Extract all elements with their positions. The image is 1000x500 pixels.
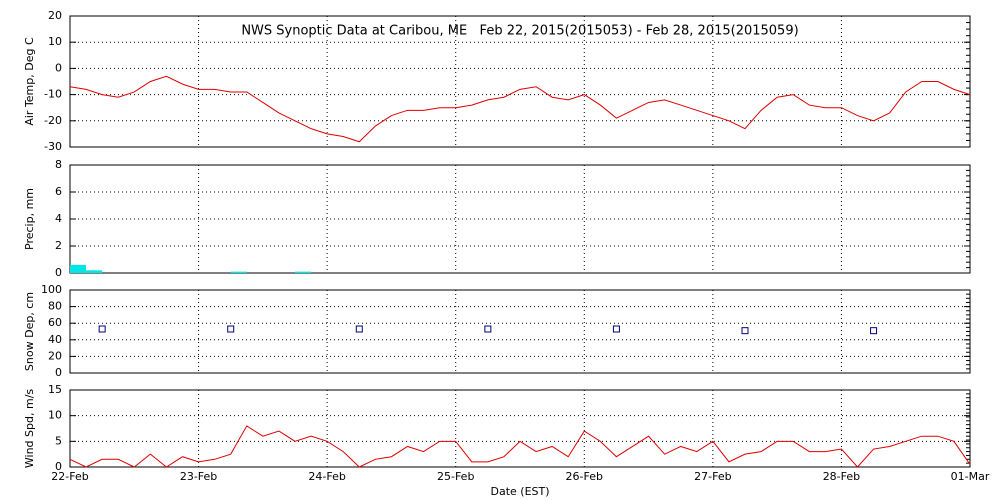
x-tick-label: 28-Feb (823, 470, 860, 483)
x-tick-label: 23-Feb (180, 470, 217, 483)
bar (230, 271, 247, 273)
point (355, 325, 363, 333)
y-tick-label: 4 (55, 212, 62, 225)
x-axis-label: Date (EST) (490, 485, 549, 498)
y-axis-label: Snow Dep, cm (23, 292, 36, 371)
x-tick-label: 26-Feb (566, 470, 603, 483)
plot-frame (69, 289, 971, 374)
plot-frame (69, 389, 971, 468)
y-tick-label: 40 (48, 333, 62, 346)
y-tick-label: 6 (55, 185, 62, 198)
y-tick-label: 10 (48, 409, 62, 422)
plot-frame (69, 15, 971, 148)
bar (86, 270, 103, 273)
y-tick-label: 0 (55, 366, 62, 379)
y-tick-label: 15 (48, 383, 62, 396)
y-tick-label: -20 (44, 114, 62, 127)
x-tick-label: 01-Mar (951, 470, 990, 483)
line (69, 425, 971, 468)
line (69, 75, 971, 143)
y-tick-label: 5 (55, 434, 62, 447)
point (612, 325, 620, 333)
point (227, 325, 235, 333)
y-tick-label: -30 (44, 140, 62, 153)
bar (70, 264, 87, 273)
y-tick-label: 2 (55, 239, 62, 252)
point (741, 327, 749, 335)
y-tick-label: 20 (48, 349, 62, 362)
point (484, 325, 492, 333)
y-tick-label: 0 (55, 266, 62, 279)
y-tick-label: 20 (48, 9, 62, 22)
bar (295, 271, 312, 273)
x-tick-label: 25-Feb (437, 470, 474, 483)
y-tick-label: 0 (55, 61, 62, 74)
y-axis-label: Wind Spd, m/s (23, 389, 36, 469)
point (98, 325, 106, 333)
x-tick-label: 22-Feb (51, 470, 88, 483)
y-axis-label: Air Temp, Deg C (23, 37, 36, 126)
y-tick-label: -10 (44, 88, 62, 101)
chart-title: NWS Synoptic Data at Caribou, ME Feb 22,… (241, 24, 798, 39)
y-tick-label: 8 (55, 158, 62, 171)
point (870, 327, 878, 335)
y-tick-label: 10 (48, 35, 62, 48)
y-tick-label: 0 (55, 460, 62, 473)
y-tick-label: 80 (48, 300, 62, 313)
x-tick-label: 24-Feb (308, 470, 345, 483)
x-tick-label: 27-Feb (694, 470, 731, 483)
plot-frame (69, 164, 971, 274)
y-tick-label: 100 (41, 283, 62, 296)
y-axis-label: Precip, mm (23, 188, 36, 250)
y-tick-label: 60 (48, 316, 62, 329)
